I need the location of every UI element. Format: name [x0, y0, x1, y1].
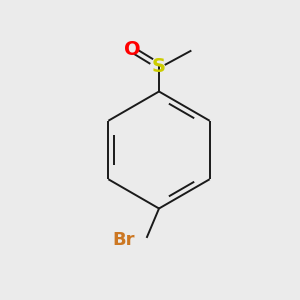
Text: Br: Br [112, 231, 135, 249]
Text: S: S [152, 56, 166, 76]
Text: O: O [124, 40, 140, 59]
